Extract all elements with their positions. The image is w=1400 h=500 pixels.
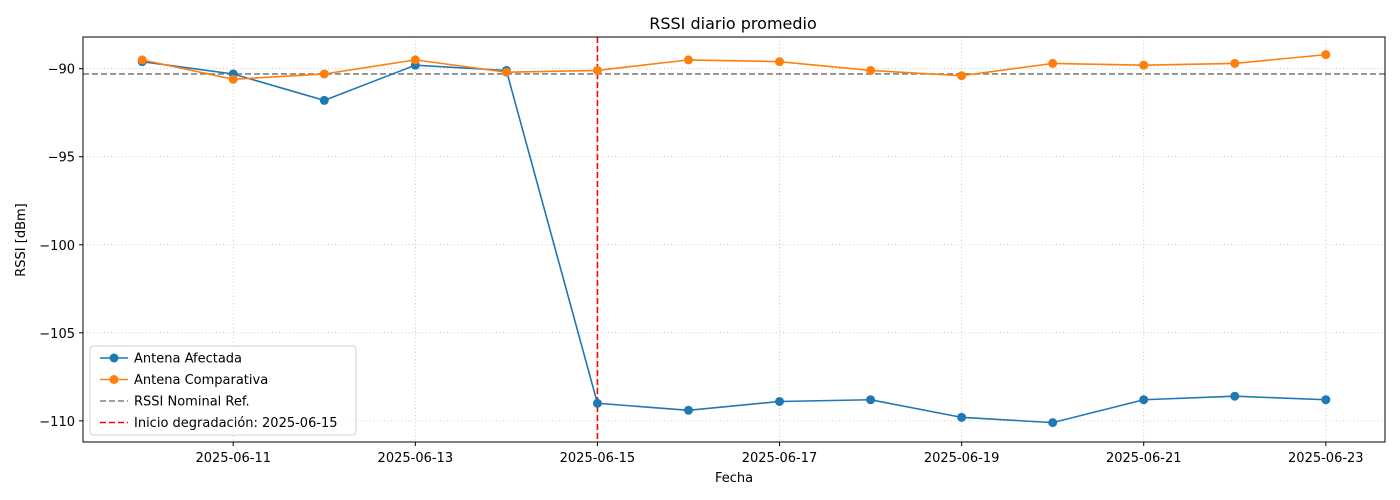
y-axis-ticks: −90 −95 −100 −105 −110 xyxy=(39,63,83,430)
x-tick-label: 2025-06-23 xyxy=(1288,451,1364,466)
data-point xyxy=(866,395,876,405)
data-point xyxy=(775,57,785,67)
data-point xyxy=(228,74,238,84)
data-point xyxy=(1048,418,1058,428)
data-point xyxy=(592,398,602,408)
data-point xyxy=(866,65,876,75)
reference-lines xyxy=(83,37,1385,442)
data-point xyxy=(775,397,785,406)
data-point xyxy=(592,65,602,75)
data-point xyxy=(501,67,511,77)
data-point xyxy=(410,55,420,65)
x-tick-label: 2025-06-13 xyxy=(378,451,454,466)
data-point xyxy=(1048,58,1058,68)
y-tick-label: −110 xyxy=(39,415,75,430)
legend-label: Antena Comparativa xyxy=(134,373,268,388)
x-tick-label: 2025-06-15 xyxy=(560,451,636,466)
data-point xyxy=(683,55,693,65)
chart-title: RSSI diario promedio xyxy=(649,14,817,33)
x-tick-label: 2025-06-11 xyxy=(195,451,271,466)
y-tick-label: −95 xyxy=(48,151,75,166)
data-point xyxy=(1139,60,1149,70)
data-point xyxy=(319,95,329,105)
legend: Antena Afectada Antena Comparativa RSSI No… xyxy=(89,345,357,436)
data-point xyxy=(1321,50,1331,60)
y-tick-label: −90 xyxy=(48,63,75,78)
series-line xyxy=(142,60,1326,424)
legend-entry: Antena Comparativa xyxy=(100,373,268,388)
data-point xyxy=(1230,391,1240,401)
y-tick-label: −105 xyxy=(39,327,75,342)
x-axis-title: Fecha xyxy=(715,471,753,486)
series-line xyxy=(142,53,1326,81)
x-tick-label: 2025-06-21 xyxy=(1106,451,1182,466)
x-axis-ticks: 2025-06-11 2025-06-13 2025-06-15 2025-06-17… xyxy=(195,442,1364,466)
series xyxy=(137,50,1331,428)
legend-box xyxy=(89,345,357,436)
grid xyxy=(83,37,1385,442)
data-point xyxy=(319,69,329,79)
legend-entry: RSSI Nominal Ref. xyxy=(100,395,250,410)
legend-marker xyxy=(109,353,119,363)
data-point xyxy=(957,71,967,81)
data-point xyxy=(1321,395,1331,405)
data-point xyxy=(957,412,967,422)
x-tick-label: 2025-06-19 xyxy=(924,451,1000,466)
legend-label: Antena Afectada xyxy=(134,352,242,367)
plot-frame xyxy=(82,36,1386,443)
series-antena-comparativa xyxy=(137,50,1331,84)
data-point xyxy=(137,55,147,65)
data-point xyxy=(683,405,693,415)
legend-label: RSSI Nominal Ref. xyxy=(134,395,250,410)
legend-label: Inicio degradación: 2025-06-15 xyxy=(134,416,338,431)
data-point xyxy=(1139,395,1149,405)
data-point xyxy=(1230,58,1240,68)
y-tick-label: −100 xyxy=(39,239,75,254)
legend-marker xyxy=(109,375,119,384)
legend-entry: Inicio degradación: 2025-06-15 xyxy=(100,416,338,431)
legend-entry: Antena Afectada xyxy=(100,352,242,367)
x-tick-label: 2025-06-17 xyxy=(742,451,818,466)
y-axis-title: RSSI [dBm] xyxy=(14,203,29,276)
